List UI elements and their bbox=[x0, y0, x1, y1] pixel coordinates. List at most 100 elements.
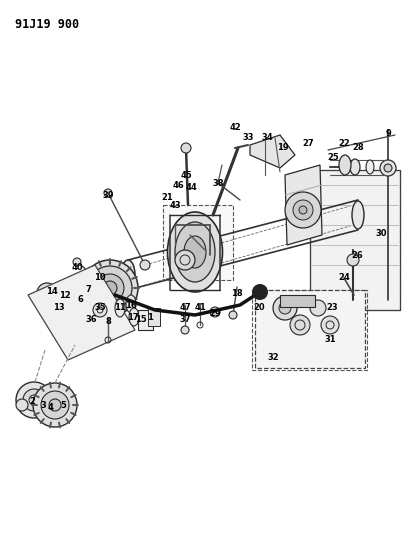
Circle shape bbox=[75, 287, 91, 303]
Bar bbox=[310, 170, 400, 310]
Bar bbox=[252, 290, 367, 370]
Circle shape bbox=[279, 302, 291, 314]
Text: 39: 39 bbox=[102, 190, 114, 199]
Circle shape bbox=[23, 389, 45, 411]
Circle shape bbox=[58, 285, 82, 309]
Bar bbox=[260, 298, 358, 363]
Text: 41: 41 bbox=[194, 303, 206, 312]
Text: 27: 27 bbox=[302, 139, 314, 148]
Circle shape bbox=[103, 281, 117, 295]
Circle shape bbox=[210, 307, 220, 317]
Text: 13: 13 bbox=[53, 303, 65, 312]
Circle shape bbox=[93, 303, 107, 317]
Circle shape bbox=[285, 192, 321, 228]
Circle shape bbox=[41, 391, 69, 419]
Ellipse shape bbox=[121, 260, 135, 290]
Text: 47: 47 bbox=[179, 303, 191, 312]
Circle shape bbox=[46, 284, 68, 306]
Circle shape bbox=[82, 260, 138, 316]
Text: 38: 38 bbox=[212, 179, 224, 188]
Text: 19: 19 bbox=[277, 143, 289, 152]
Text: 37: 37 bbox=[179, 316, 191, 325]
Circle shape bbox=[88, 266, 132, 310]
Circle shape bbox=[49, 399, 61, 411]
Text: 14: 14 bbox=[46, 287, 58, 296]
Text: 26: 26 bbox=[351, 251, 363, 260]
Ellipse shape bbox=[184, 236, 206, 268]
Text: 31: 31 bbox=[324, 335, 336, 344]
Text: 9: 9 bbox=[385, 128, 391, 138]
Text: 25: 25 bbox=[327, 154, 339, 163]
Text: 17: 17 bbox=[127, 313, 139, 322]
Ellipse shape bbox=[339, 155, 351, 175]
Text: 24: 24 bbox=[338, 273, 350, 282]
Bar bbox=[163, 205, 233, 280]
Text: 6: 6 bbox=[77, 295, 83, 304]
Circle shape bbox=[290, 315, 310, 335]
Text: 23: 23 bbox=[326, 303, 338, 312]
Circle shape bbox=[347, 254, 359, 266]
Text: 20: 20 bbox=[253, 303, 265, 311]
Circle shape bbox=[321, 316, 339, 334]
Text: 33: 33 bbox=[242, 133, 254, 142]
Polygon shape bbox=[28, 265, 135, 360]
Circle shape bbox=[181, 143, 191, 153]
Ellipse shape bbox=[126, 295, 136, 313]
Circle shape bbox=[299, 206, 307, 214]
Bar bbox=[148, 308, 160, 326]
Text: 1: 1 bbox=[147, 313, 153, 322]
Text: 3: 3 bbox=[40, 400, 46, 409]
Circle shape bbox=[229, 311, 237, 319]
Text: 22: 22 bbox=[338, 139, 350, 148]
Text: 16: 16 bbox=[125, 301, 137, 310]
Text: 11: 11 bbox=[114, 303, 126, 312]
Text: 32: 32 bbox=[267, 353, 279, 362]
Text: 43: 43 bbox=[169, 200, 181, 209]
Circle shape bbox=[140, 260, 150, 270]
Polygon shape bbox=[310, 170, 400, 310]
Polygon shape bbox=[285, 165, 322, 245]
Ellipse shape bbox=[350, 159, 360, 175]
Text: 28: 28 bbox=[352, 143, 364, 152]
Ellipse shape bbox=[168, 212, 222, 292]
Text: 2: 2 bbox=[29, 398, 35, 407]
Circle shape bbox=[33, 383, 77, 427]
Text: 45: 45 bbox=[180, 171, 192, 180]
Text: 7: 7 bbox=[85, 286, 91, 295]
Text: 29: 29 bbox=[209, 309, 221, 318]
Text: 21: 21 bbox=[161, 193, 173, 203]
Text: 40: 40 bbox=[71, 263, 83, 272]
Text: 44: 44 bbox=[185, 183, 197, 192]
Bar bbox=[138, 310, 153, 330]
Text: 5: 5 bbox=[60, 400, 66, 409]
Circle shape bbox=[104, 189, 112, 197]
Circle shape bbox=[384, 164, 392, 172]
Text: 10: 10 bbox=[94, 273, 106, 282]
Circle shape bbox=[96, 274, 124, 302]
Text: 42: 42 bbox=[229, 124, 241, 133]
Circle shape bbox=[273, 296, 297, 320]
Text: 4: 4 bbox=[48, 403, 54, 413]
Text: 18: 18 bbox=[231, 288, 243, 297]
Text: 46: 46 bbox=[172, 181, 184, 190]
Ellipse shape bbox=[115, 299, 125, 317]
Ellipse shape bbox=[175, 222, 215, 282]
Ellipse shape bbox=[366, 160, 374, 174]
Circle shape bbox=[380, 160, 396, 176]
Circle shape bbox=[73, 258, 81, 266]
Circle shape bbox=[293, 200, 313, 220]
Bar bbox=[255, 290, 365, 368]
Text: 36: 36 bbox=[85, 316, 97, 325]
Polygon shape bbox=[250, 135, 295, 168]
Text: 30: 30 bbox=[375, 229, 387, 238]
Circle shape bbox=[37, 283, 57, 303]
Text: 15: 15 bbox=[135, 316, 147, 325]
Ellipse shape bbox=[129, 308, 139, 326]
Circle shape bbox=[181, 326, 189, 334]
Ellipse shape bbox=[352, 201, 364, 229]
Text: 35: 35 bbox=[94, 303, 106, 312]
Circle shape bbox=[252, 284, 268, 300]
Circle shape bbox=[16, 382, 52, 418]
Text: 34: 34 bbox=[261, 133, 273, 142]
Text: 12: 12 bbox=[59, 290, 71, 300]
